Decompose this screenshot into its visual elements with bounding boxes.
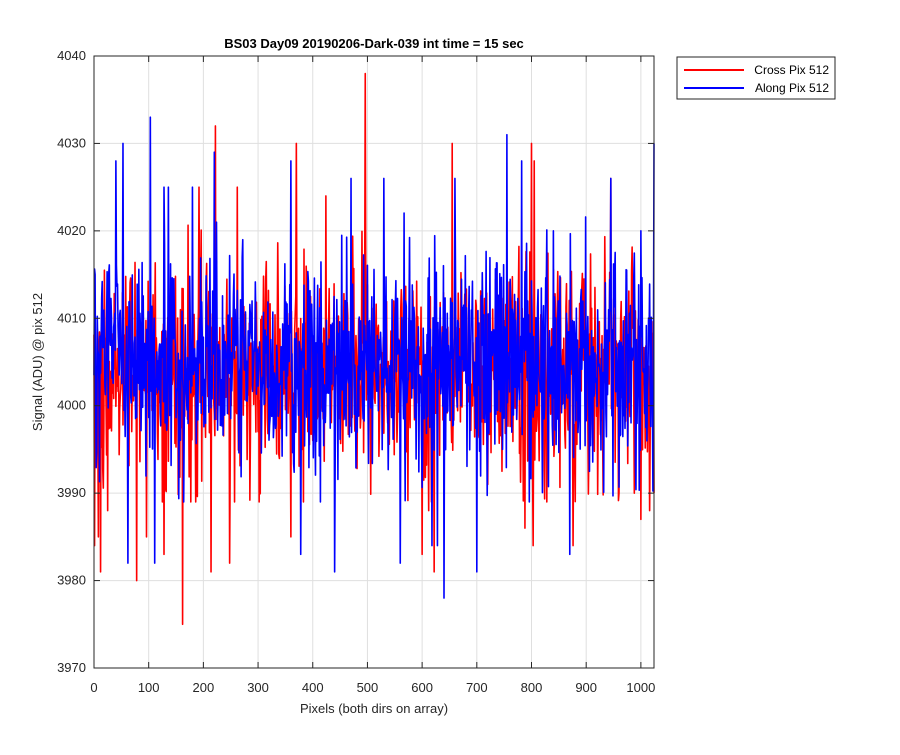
y-tick-label: 4010 <box>57 310 86 325</box>
x-tick-label: 100 <box>138 680 160 695</box>
x-tick-label: 500 <box>357 680 379 695</box>
y-tick-label: 3970 <box>57 660 86 675</box>
x-tick-label: 200 <box>193 680 215 695</box>
y-tick-label: 4040 <box>57 48 86 63</box>
legend[interactable]: Cross Pix 512 Along Pix 512 <box>676 56 836 100</box>
legend-box <box>676 56 836 100</box>
y-tick-label: 4030 <box>57 135 86 150</box>
y-tick-label: 4000 <box>57 398 86 413</box>
x-tick-label: 400 <box>302 680 324 695</box>
axes-box <box>93 55 655 669</box>
x-tick-label: 600 <box>411 680 433 695</box>
legend-label-along: Along Pix 512 <box>755 81 829 95</box>
chart-title: BS03 Day09 20190206-Dark-039 int time = … <box>224 36 524 51</box>
y-axis-label: Signal (ADU) @ pix 512 <box>30 293 45 431</box>
x-tick-label: 900 <box>575 680 597 695</box>
x-tick-label: 0 <box>90 680 97 695</box>
x-tick-label: 700 <box>466 680 488 695</box>
x-tick-label: 300 <box>247 680 269 695</box>
x-axis-label: Pixels (both dirs on array) <box>300 701 448 716</box>
x-tick-label: 1000 <box>626 680 655 695</box>
x-tick-label: 800 <box>521 680 543 695</box>
legend-label-cross: Cross Pix 512 <box>754 63 829 77</box>
y-tick-label: 3990 <box>57 485 86 500</box>
y-tick-label: 4020 <box>57 223 86 238</box>
ticks: 0 100 200 300 400 500 600 700 800 900 1000 3970 3980… <box>57 48 655 695</box>
y-tick-label: 3980 <box>57 573 86 588</box>
series-line-along <box>93 116 655 599</box>
plot-lines <box>93 72 655 626</box>
